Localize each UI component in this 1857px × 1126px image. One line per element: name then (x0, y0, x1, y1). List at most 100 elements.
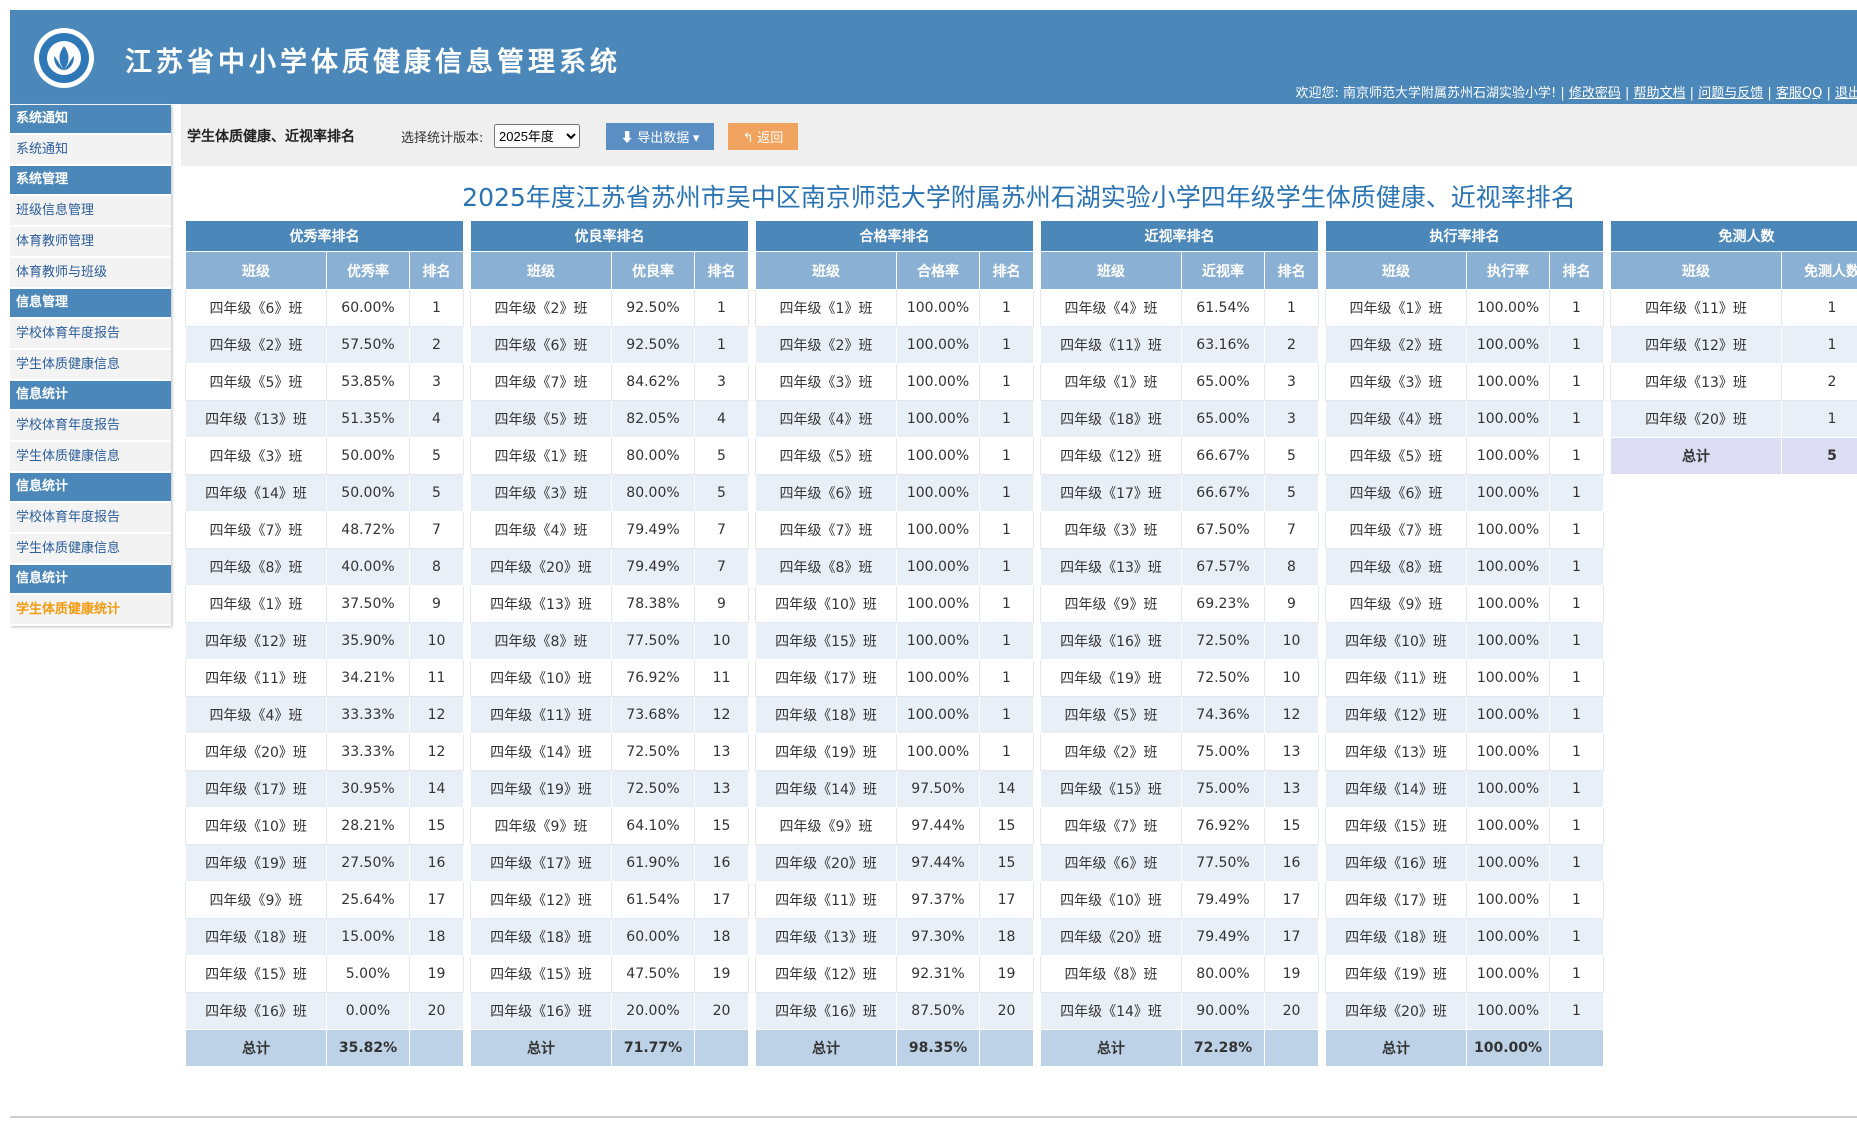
cell: 1 (1550, 845, 1604, 882)
data-row: 四年级《14》班97.50%14 (756, 771, 1034, 808)
column-header-row: 班级免测人数 (1611, 252, 1857, 290)
sidebar-item[interactable]: 学校体育年度报告 (10, 411, 171, 442)
cell: 61.54% (612, 882, 695, 919)
cell: 67.57% (1182, 549, 1265, 586)
data-row: 四年级《20》班97.44%15 (756, 845, 1034, 882)
column-header: 排名 (1265, 252, 1319, 290)
cell: 四年级《10》班 (186, 808, 327, 845)
user-link[interactable]: 退出登录 (1835, 86, 1857, 101)
cell: 四年级《18》班 (471, 919, 612, 956)
sidebar-item[interactable]: 学生体质健康信息 (10, 534, 171, 565)
cell: 25.64% (327, 882, 410, 919)
cell: 1 (1782, 290, 1857, 327)
export-button[interactable]: ⬇ 导出数据 ▾ (606, 123, 714, 150)
cell: 100.00% (897, 327, 980, 364)
cell: 四年级《11》班 (1326, 660, 1467, 697)
cell: 92.31% (897, 956, 980, 993)
sidebar-item[interactable]: 学校体育年度报告 (10, 503, 171, 534)
cell: 100.00% (1467, 771, 1550, 808)
cell: 7 (695, 512, 749, 549)
user-link[interactable]: 问题与反馈 (1698, 86, 1763, 101)
cell: 100.00% (1467, 697, 1550, 734)
cell: 四年级《6》班 (186, 290, 327, 327)
column-header: 班级 (1041, 252, 1182, 290)
cell: 四年级《12》班 (1326, 697, 1467, 734)
group-header-row: 合格率排名 (756, 221, 1034, 252)
data-row: 四年级《12》班100.00%1 (1326, 697, 1604, 734)
cell: 18 (980, 919, 1034, 956)
data-row: 四年级《20》班33.33%12 (186, 734, 464, 771)
cell: 100.00% (897, 623, 980, 660)
cell: 四年级《8》班 (1326, 549, 1467, 586)
total-row: 总计100.00% (1326, 1030, 1604, 1067)
back-label[interactable]: 返回 (757, 130, 783, 145)
sidebar-group-title[interactable]: 信息统计 (10, 565, 171, 595)
cell: 1 (980, 364, 1034, 401)
cell: 四年级《11》班 (471, 697, 612, 734)
sidebar-group-title[interactable]: 信息管理 (10, 289, 171, 319)
cell: 四年级《17》班 (1326, 882, 1467, 919)
cell: 四年级《20》班 (756, 845, 897, 882)
data-row: 四年级《11》班34.21%11 (186, 660, 464, 697)
data-row: 四年级《11》班73.68%12 (471, 697, 749, 734)
cell: 69.23% (1182, 586, 1265, 623)
cell: 1 (1550, 401, 1604, 438)
data-row: 四年级《15》班100.00%1 (1326, 808, 1604, 845)
sidebar-item[interactable]: 体育教师管理 (10, 227, 171, 258)
version-select[interactable]: 2025年度 (494, 124, 580, 148)
ranking-table: 优秀率排名班级优秀率排名四年级《6》班60.00%1四年级《2》班57.50%2… (185, 220, 464, 1067)
sidebar-item[interactable]: 系统通知 (10, 135, 171, 166)
cell: 四年级《11》班 (756, 882, 897, 919)
app: 江苏省中小学体质健康信息管理系统 欢迎您: 南京师范大学附属苏州石湖实验小学! … (10, 10, 1857, 1118)
cell: 四年级《7》班 (471, 364, 612, 401)
data-row: 四年级《8》班40.00%8 (186, 549, 464, 586)
sidebar-item[interactable]: 学校体育年度报告 (10, 319, 171, 350)
sidebar-item[interactable]: 学生体质健康信息 (10, 350, 171, 381)
cell: 1 (1550, 586, 1604, 623)
total-value: 35.82% (327, 1030, 410, 1067)
data-row: 四年级《19》班72.50%10 (1041, 660, 1319, 697)
cell: 9 (410, 586, 464, 623)
data-row: 四年级《15》班75.00%13 (1041, 771, 1319, 808)
data-row: 四年级《3》班50.00%5 (186, 438, 464, 475)
cell: 76.92% (612, 660, 695, 697)
cell: 四年级《11》班 (1041, 327, 1182, 364)
sidebar-group-title[interactable]: 信息统计 (10, 473, 171, 503)
user-link[interactable]: 客服QQ (1776, 86, 1822, 101)
total-label: 总计 (186, 1030, 327, 1067)
group-header-row: 优良率排名 (471, 221, 749, 252)
cell: 15.00% (327, 919, 410, 956)
user-link[interactable]: 修改密码 (1569, 86, 1621, 101)
cell: 100.00% (1467, 734, 1550, 771)
cell: 四年级《2》班 (756, 327, 897, 364)
cell: 1 (1550, 549, 1604, 586)
data-row: 四年级《14》班90.00%20 (1041, 993, 1319, 1030)
group-header-row: 执行率排名 (1326, 221, 1604, 252)
sidebar-group-title[interactable]: 系统通知 (10, 105, 171, 135)
data-row: 四年级《2》班92.50%1 (471, 290, 749, 327)
cell: 13 (1265, 771, 1319, 808)
cell: 四年级《1》班 (756, 290, 897, 327)
user-link[interactable]: 帮助文档 (1634, 86, 1686, 101)
sidebar-group-title[interactable]: 信息统计 (10, 381, 171, 411)
sidebar-item[interactable]: 学生体质健康统计 (10, 595, 171, 626)
cell: 四年级《1》班 (1326, 290, 1467, 327)
ranking-table: 近视率排名班级近视率排名四年级《4》班61.54%1四年级《11》班63.16%… (1040, 220, 1319, 1067)
cell: 1 (980, 623, 1034, 660)
sidebar-item[interactable]: 学生体质健康信息 (10, 442, 171, 473)
data-row: 四年级《17》班30.95%14 (186, 771, 464, 808)
cell: 12 (410, 734, 464, 771)
column-header: 免测人数 (1782, 252, 1857, 290)
cell: 17 (1265, 919, 1319, 956)
cell: 5 (1265, 438, 1319, 475)
sidebar-item[interactable]: 班级信息管理 (10, 196, 171, 227)
export-label[interactable]: 导出数据 (637, 130, 689, 145)
cell: 四年级《13》班 (1326, 734, 1467, 771)
back-button[interactable]: ↰ 返回 (728, 123, 798, 150)
cell: 四年级《3》班 (1326, 364, 1467, 401)
cell: 0.00% (327, 993, 410, 1030)
sidebar-group-title[interactable]: 系统管理 (10, 166, 171, 196)
sidebar-item[interactable]: 体育教师与班级 (10, 258, 171, 289)
cell: 四年级《17》班 (186, 771, 327, 808)
cell: 四年级《3》班 (186, 438, 327, 475)
